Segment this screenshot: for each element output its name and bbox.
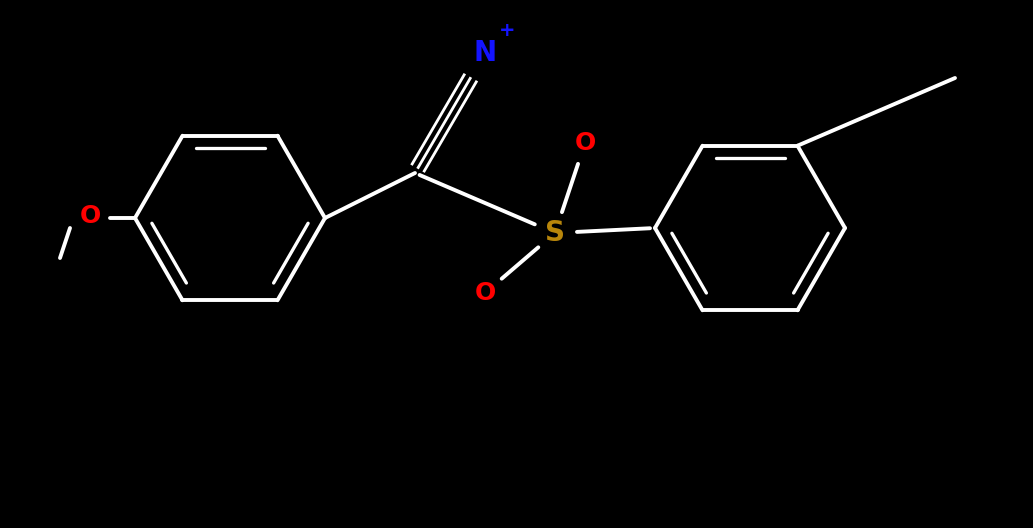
Text: S: S xyxy=(545,219,565,247)
Text: N: N xyxy=(473,39,497,67)
Text: O: O xyxy=(574,131,596,155)
Text: O: O xyxy=(474,281,496,305)
Text: O: O xyxy=(80,204,100,228)
Text: +: + xyxy=(499,22,515,41)
